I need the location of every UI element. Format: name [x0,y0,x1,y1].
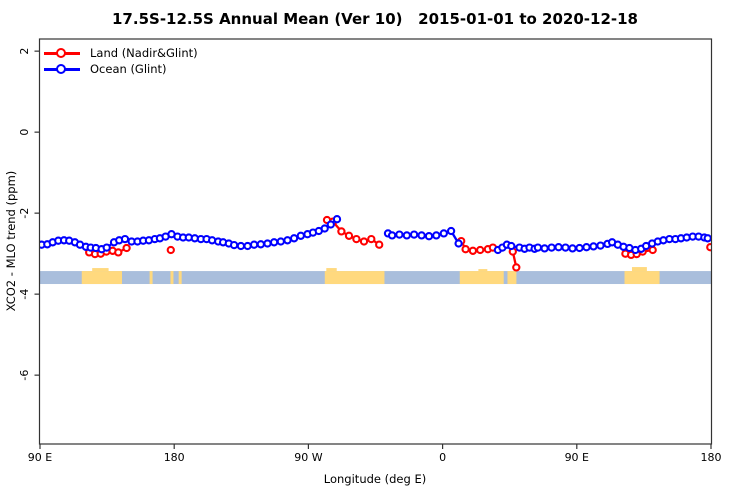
y-tick-label: 2 [18,48,31,55]
land-data-point [337,227,346,236]
land-data-point [476,245,485,255]
ocean-data-point [554,243,563,252]
ocean-data-point [236,241,246,251]
map-strip-land [170,271,174,285]
map-strip-land-bump [92,268,109,272]
y-axis-title: XCO2 - MLO trend (ppm) [4,170,18,312]
map-strip-land [459,271,504,285]
legend: Land (Nadir&Glint) Ocean (Glint) [44,45,198,77]
ocean-data-point [533,243,543,252]
ocean-data-point [296,231,305,240]
ocean-data-point [326,220,335,229]
ocean-data-point [320,224,329,233]
ocean-data-point [402,231,411,240]
y-tick-label: -6 [18,370,31,381]
ocean-data-point [589,242,598,251]
land-data-point [468,246,478,255]
ocean-data-point [409,230,419,239]
ocean-data-point [424,232,434,241]
land-data-point [359,237,369,246]
x-tick-label: 90 W [294,451,322,464]
legend-item-ocean: Ocean (Glint) [44,61,198,77]
x-tick-label: 0 [439,451,446,464]
ocean-series-marker-icon [44,64,80,74]
x-tick-label: 90 E [565,451,589,464]
land-data-point [114,248,123,257]
land-data-point [648,245,657,255]
ocean-data-point [395,230,404,239]
ocean-data-point [568,244,577,253]
x-tick-label: 90 E [28,451,52,464]
plot-contents [39,215,712,285]
y-tick-label: -2 [18,208,31,219]
chart-title: 17.5S-12.5S Annual Mean (Ver 10) 2015-01… [112,10,638,28]
land-data-point [166,245,175,255]
ocean-data-point [243,241,252,251]
land-data-point [461,245,470,254]
ocean-data-point [289,234,299,243]
ocean-data-point [454,239,463,248]
land-data-point [367,234,376,244]
land-data-point [706,243,712,252]
map-strip-land-bump [326,268,337,272]
ocean-data-point [547,243,556,252]
x-axis-title: Longitude (deg E) [323,472,427,486]
plot-border [38,38,713,445]
ocean-data-point [283,236,292,245]
ocean-data-point [561,243,570,252]
ocean-data-point [540,244,549,253]
ocean-data-point [582,243,591,252]
ocean-data-point [120,234,130,244]
ocean-data-point [439,229,448,238]
ocean-data-point [229,240,239,250]
x-tick-label: 180 [701,451,722,464]
ocean-data-point [276,237,285,246]
ocean-data-point [596,241,605,250]
land-data-point [122,243,131,253]
y-tick-label: -4 [18,289,31,300]
ocean-data-point [263,239,272,248]
ocean-data-point [575,243,584,253]
land-data-point [512,263,521,272]
ocean-data-point [417,231,426,240]
ocean-data-point [387,231,397,240]
ocean-data-point [102,243,111,252]
map-strip-land [178,271,182,285]
land-data-point [375,240,384,249]
map-strip-land-bump [631,267,647,272]
map-strip-land-bump [478,269,488,272]
legend-label-land: Land (Nadir&Glint) [90,46,198,60]
map-strip-land [324,271,385,285]
land-data-point [344,231,354,240]
ocean-data-point [703,234,712,243]
ocean-data-point [446,226,456,236]
map-strip-land [149,271,153,285]
ocean-data-point [332,215,342,224]
legend-item-land: Land (Nadir&Glint) [44,45,198,61]
x-tick-label: 180 [164,451,185,464]
ocean-data-point [269,238,279,247]
y-tick-label: 0 [18,129,31,136]
ocean-data-point [256,240,265,249]
ocean-data-point [507,241,516,251]
land-series-marker-icon [44,48,80,58]
land-data-point [352,234,361,244]
ocean-data-point [249,240,259,249]
map-strip-land [81,271,123,285]
legend-label-ocean: Ocean (Glint) [90,62,167,76]
map-strip-land [507,271,517,285]
map-strip-land [624,271,660,285]
ocean-data-point [432,231,441,240]
